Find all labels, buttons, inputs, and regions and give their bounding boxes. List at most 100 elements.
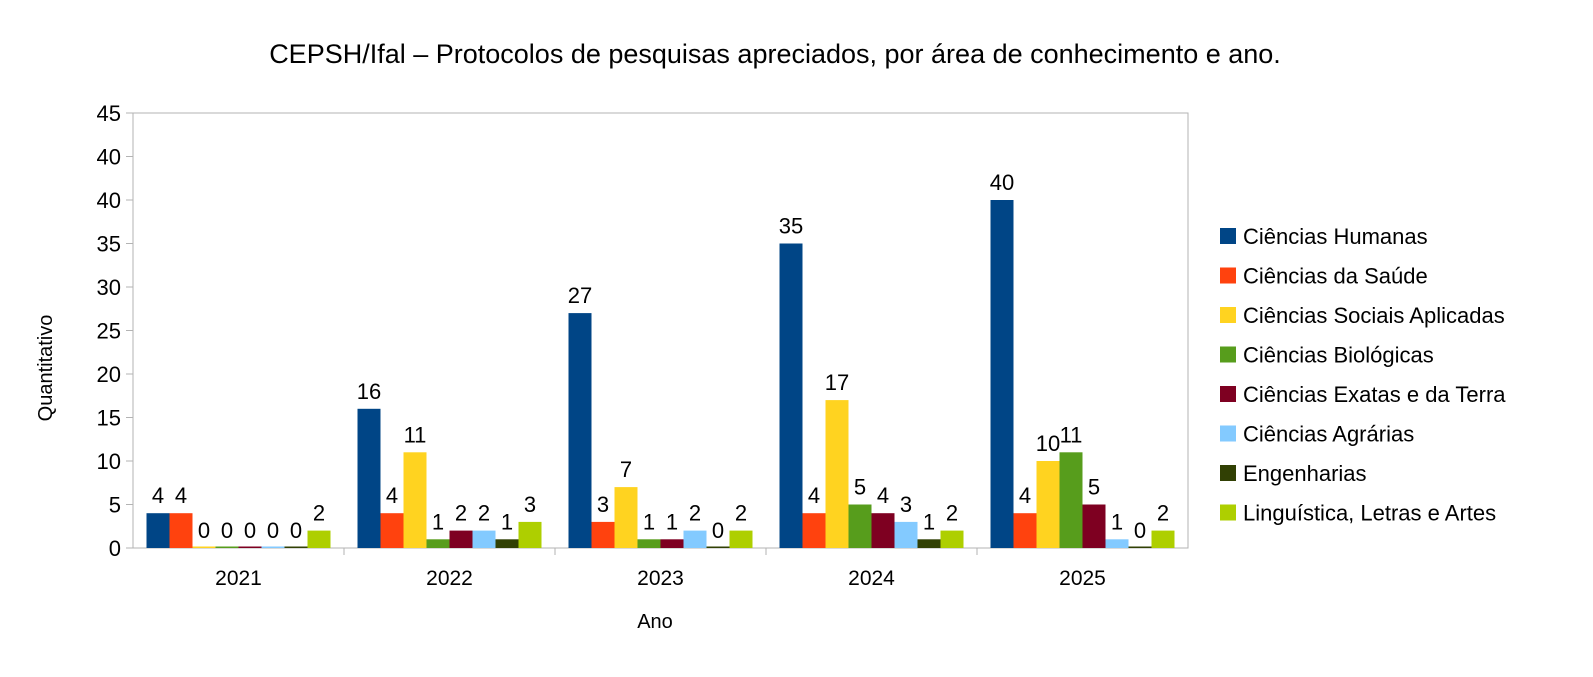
bar	[169, 513, 193, 548]
data-label: 40	[990, 170, 1014, 195]
data-label: 0	[221, 518, 233, 543]
data-label: 16	[357, 379, 381, 404]
data-label: 4	[152, 483, 164, 508]
data-label: 0	[1134, 518, 1146, 543]
bar	[660, 539, 684, 548]
bar	[284, 546, 308, 548]
data-label: 4	[808, 483, 820, 508]
bar	[261, 546, 285, 548]
bar	[1013, 513, 1037, 548]
bar	[238, 546, 262, 548]
data-label: 1	[643, 509, 655, 534]
data-label: 2	[689, 501, 701, 526]
data-label: 5	[854, 475, 866, 500]
legend-label: Ciências Exatas e da Terra	[1243, 382, 1506, 407]
bar	[871, 513, 895, 548]
legend-swatch	[1220, 425, 1236, 442]
y-tick-label: 20	[97, 362, 121, 387]
y-tick-label: 45	[97, 101, 121, 126]
data-label: 0	[712, 518, 724, 543]
y-tick-label: 40	[97, 188, 121, 213]
bar	[706, 546, 730, 548]
data-label: 1	[923, 509, 935, 534]
legend-label: Engenharias	[1243, 461, 1367, 486]
data-label: 3	[524, 492, 536, 517]
data-label: 4	[1019, 483, 1031, 508]
data-label: 4	[386, 483, 398, 508]
data-label: 3	[597, 492, 609, 517]
x-tick-label: 2024	[848, 567, 895, 590]
bar	[990, 200, 1014, 548]
legend-swatch	[1220, 267, 1236, 284]
y-tick-label: 15	[97, 406, 121, 431]
data-label: 0	[198, 518, 210, 543]
data-label: 2	[735, 501, 747, 526]
legend-label: Ciências da Saúde	[1243, 264, 1428, 289]
y-tick-label: 10	[97, 449, 121, 474]
bar	[380, 513, 404, 548]
data-label: 0	[267, 518, 279, 543]
data-label: 0	[290, 518, 302, 543]
data-label: 1	[1111, 509, 1123, 534]
legend-swatch	[1220, 307, 1236, 323]
legend-swatch	[1220, 228, 1236, 244]
data-label: 1	[666, 509, 678, 534]
x-tick-label: 2023	[637, 567, 684, 590]
y-tick-label: 40	[97, 145, 121, 170]
data-label: 1	[501, 509, 513, 534]
bar	[192, 546, 216, 548]
bar	[729, 530, 753, 548]
legend-label: Ciências Biológicas	[1243, 343, 1434, 368]
x-axis-label: Ano	[637, 611, 673, 633]
bar	[1128, 546, 1152, 548]
data-label: 11	[1060, 422, 1083, 447]
legend-label: Ciências Humanas	[1243, 224, 1428, 249]
bar	[894, 521, 918, 548]
data-label: 2	[1157, 501, 1169, 526]
data-label: 17	[825, 370, 849, 395]
legend-swatch	[1220, 346, 1236, 363]
data-label: 4	[877, 483, 889, 508]
bar	[518, 521, 542, 548]
legend-label: Ciências Agrárias	[1243, 422, 1414, 447]
data-label: 4	[175, 483, 187, 508]
data-label: 35	[779, 214, 803, 239]
bar	[1082, 504, 1106, 548]
bar	[146, 513, 170, 548]
legend-swatch	[1220, 386, 1236, 402]
data-label: 2	[313, 501, 325, 526]
data-label: 10	[1036, 431, 1060, 456]
bar	[683, 530, 707, 548]
data-label: 2	[946, 501, 958, 526]
bar	[825, 400, 849, 548]
bar	[779, 243, 803, 548]
data-label: 11	[404, 422, 427, 447]
y-tick-label: 5	[109, 493, 121, 518]
bar	[917, 539, 941, 548]
y-tick-label: 30	[97, 275, 121, 300]
x-tick-label: 2025	[1059, 567, 1106, 590]
data-label: 2	[455, 501, 467, 526]
data-label: 1	[432, 509, 444, 534]
data-label: 5	[1088, 475, 1100, 500]
y-axis-label: Quantitativo	[35, 315, 57, 422]
bar	[591, 521, 615, 548]
data-label: 0	[244, 518, 256, 543]
bar	[614, 487, 638, 548]
bar	[637, 539, 661, 548]
x-tick-label: 2021	[215, 567, 262, 590]
legend-label: Linguística, Letras e Artes	[1243, 501, 1496, 526]
chart-title: CEPSH/Ifal – Protocolos de pesquisas apr…	[269, 39, 1281, 69]
bar	[568, 313, 592, 548]
data-label: 27	[568, 283, 592, 308]
bar	[472, 530, 496, 548]
x-tick-label: 2022	[426, 567, 473, 590]
bar	[215, 546, 239, 548]
data-label: 7	[620, 457, 632, 482]
bar	[1151, 530, 1175, 548]
y-tick-label: 0	[109, 536, 121, 561]
bar	[848, 504, 872, 548]
bar	[307, 530, 331, 548]
y-tick-label: 25	[97, 319, 121, 344]
